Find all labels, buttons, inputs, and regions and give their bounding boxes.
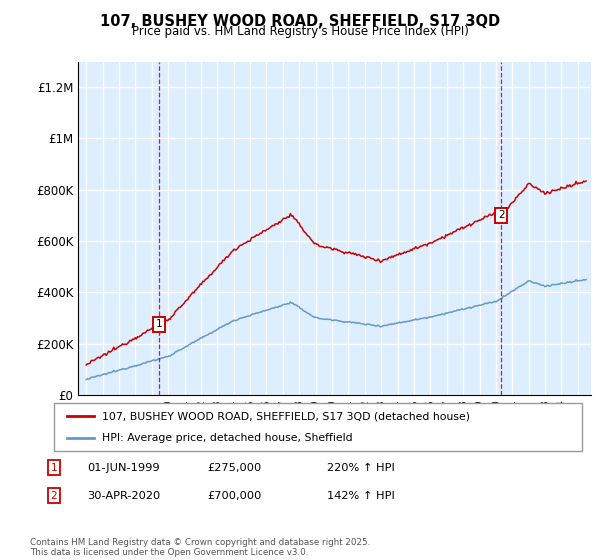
Text: Contains HM Land Registry data © Crown copyright and database right 2025.
This d: Contains HM Land Registry data © Crown c… bbox=[30, 538, 370, 557]
Text: 107, BUSHEY WOOD ROAD, SHEFFIELD, S17 3QD: 107, BUSHEY WOOD ROAD, SHEFFIELD, S17 3Q… bbox=[100, 14, 500, 29]
Text: 142% ↑ HPI: 142% ↑ HPI bbox=[327, 491, 395, 501]
Text: 2: 2 bbox=[498, 211, 505, 221]
Text: 01-JUN-1999: 01-JUN-1999 bbox=[87, 463, 160, 473]
Text: £700,000: £700,000 bbox=[207, 491, 262, 501]
Text: 107, BUSHEY WOOD ROAD, SHEFFIELD, S17 3QD (detached house): 107, BUSHEY WOOD ROAD, SHEFFIELD, S17 3Q… bbox=[101, 411, 470, 421]
Text: 1: 1 bbox=[155, 319, 162, 329]
Text: HPI: Average price, detached house, Sheffield: HPI: Average price, detached house, Shef… bbox=[101, 433, 352, 443]
Text: 2: 2 bbox=[50, 491, 58, 501]
Text: £275,000: £275,000 bbox=[207, 463, 261, 473]
Text: 30-APR-2020: 30-APR-2020 bbox=[87, 491, 160, 501]
FancyBboxPatch shape bbox=[54, 403, 582, 451]
Text: 1: 1 bbox=[50, 463, 58, 473]
Text: Price paid vs. HM Land Registry's House Price Index (HPI): Price paid vs. HM Land Registry's House … bbox=[131, 25, 469, 38]
Text: 220% ↑ HPI: 220% ↑ HPI bbox=[327, 463, 395, 473]
